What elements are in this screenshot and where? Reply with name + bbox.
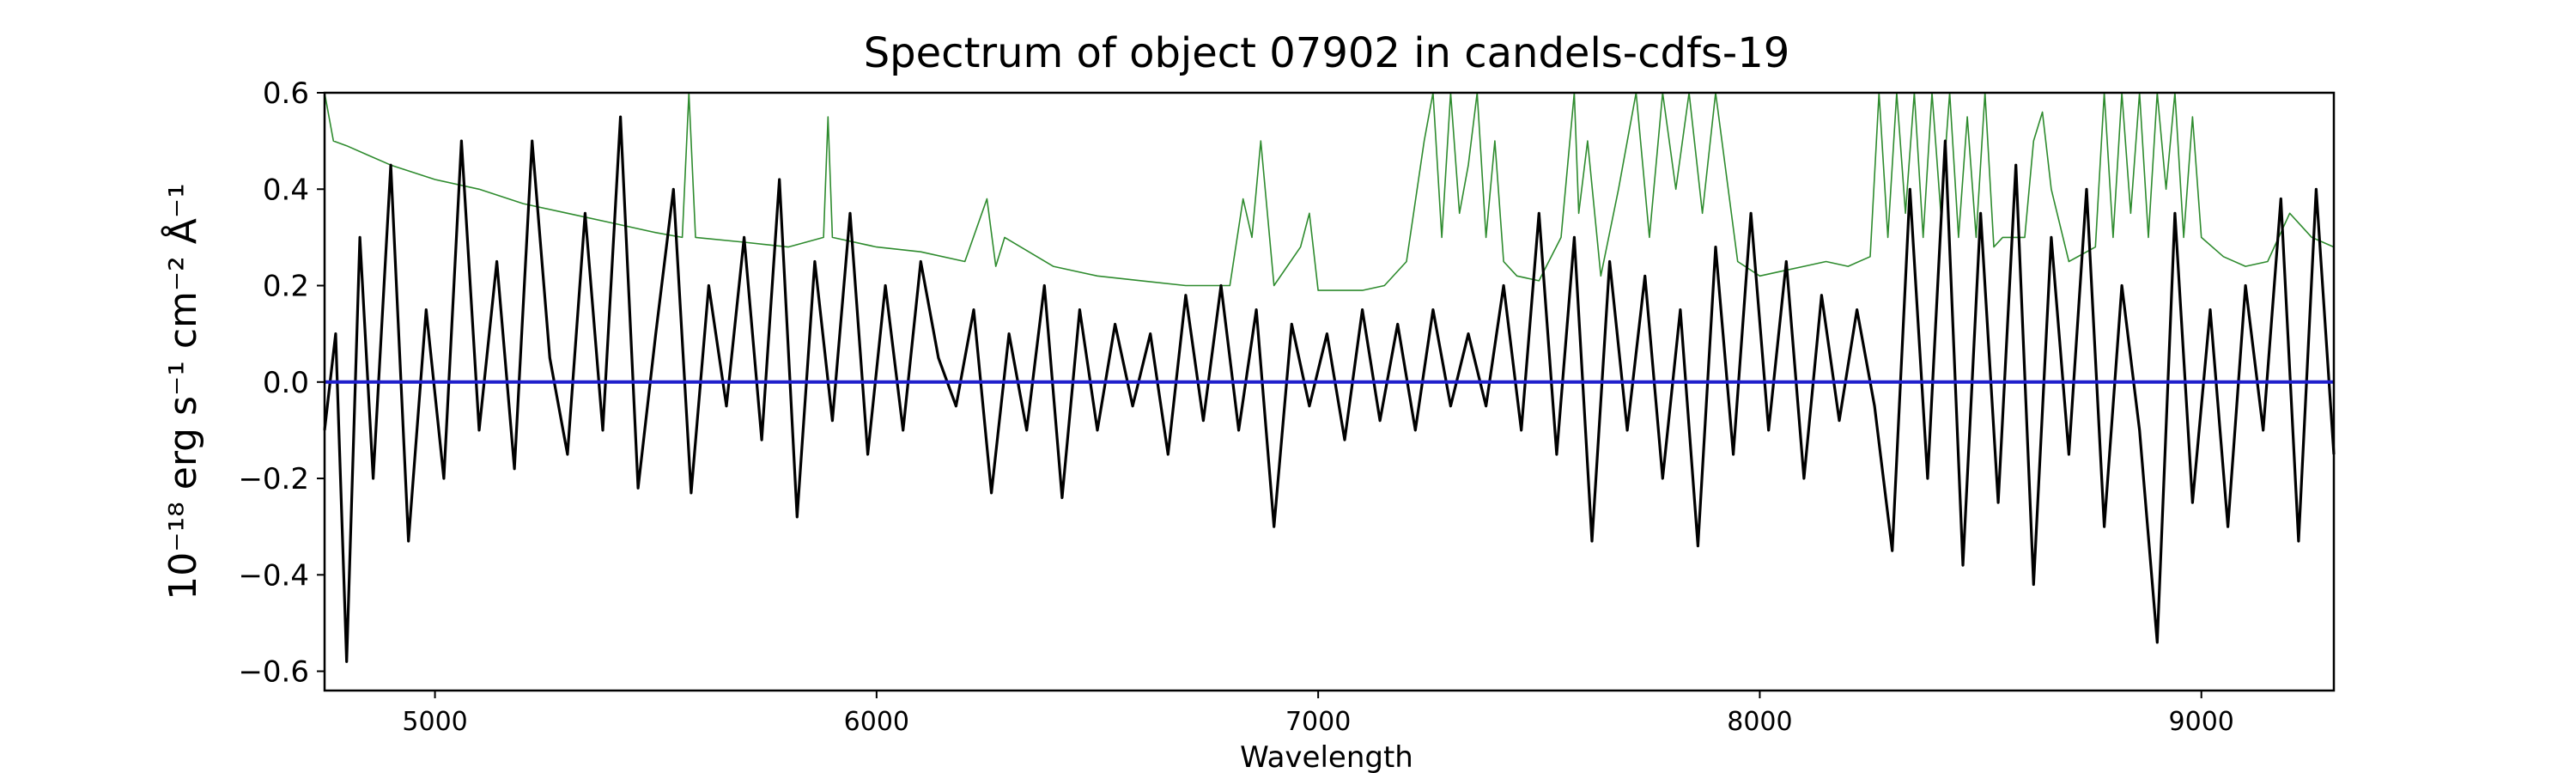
x-tick-label: 9000	[2169, 707, 2234, 737]
x-tick-label: 7000	[1285, 707, 1351, 737]
x-tick-label: 5000	[402, 707, 467, 737]
x-axis: 5000 6000 7000 8000 9000	[402, 691, 2234, 737]
flux-series-line	[323, 115, 2336, 663]
chart-title: Spectrum of object 07902 in candels-cdfs…	[864, 29, 1790, 77]
y-tick-label: −0.4	[238, 558, 309, 593]
y-tick-label: 0.6	[263, 76, 309, 111]
y-axis: −0.6 −0.4 −0.2 0.0 0.2 0.4 0.6	[238, 76, 325, 690]
y-axis-label: 10⁻¹⁸ erg s⁻¹ cm⁻² Å⁻¹	[160, 183, 205, 600]
y-tick-label: 0.0	[263, 366, 309, 400]
y-tick-label: −0.6	[238, 655, 309, 690]
plot-area	[323, 92, 2336, 663]
y-tick-label: 0.2	[263, 270, 309, 304]
x-tick-label: 6000	[844, 707, 909, 737]
x-axis-label: Wavelength	[1240, 740, 1413, 773]
y-tick-label: −0.2	[238, 462, 309, 496]
axes-frame	[323, 91, 2336, 692]
x-tick-label: 8000	[1727, 707, 1792, 737]
y-tick-label: 0.4	[263, 173, 309, 207]
